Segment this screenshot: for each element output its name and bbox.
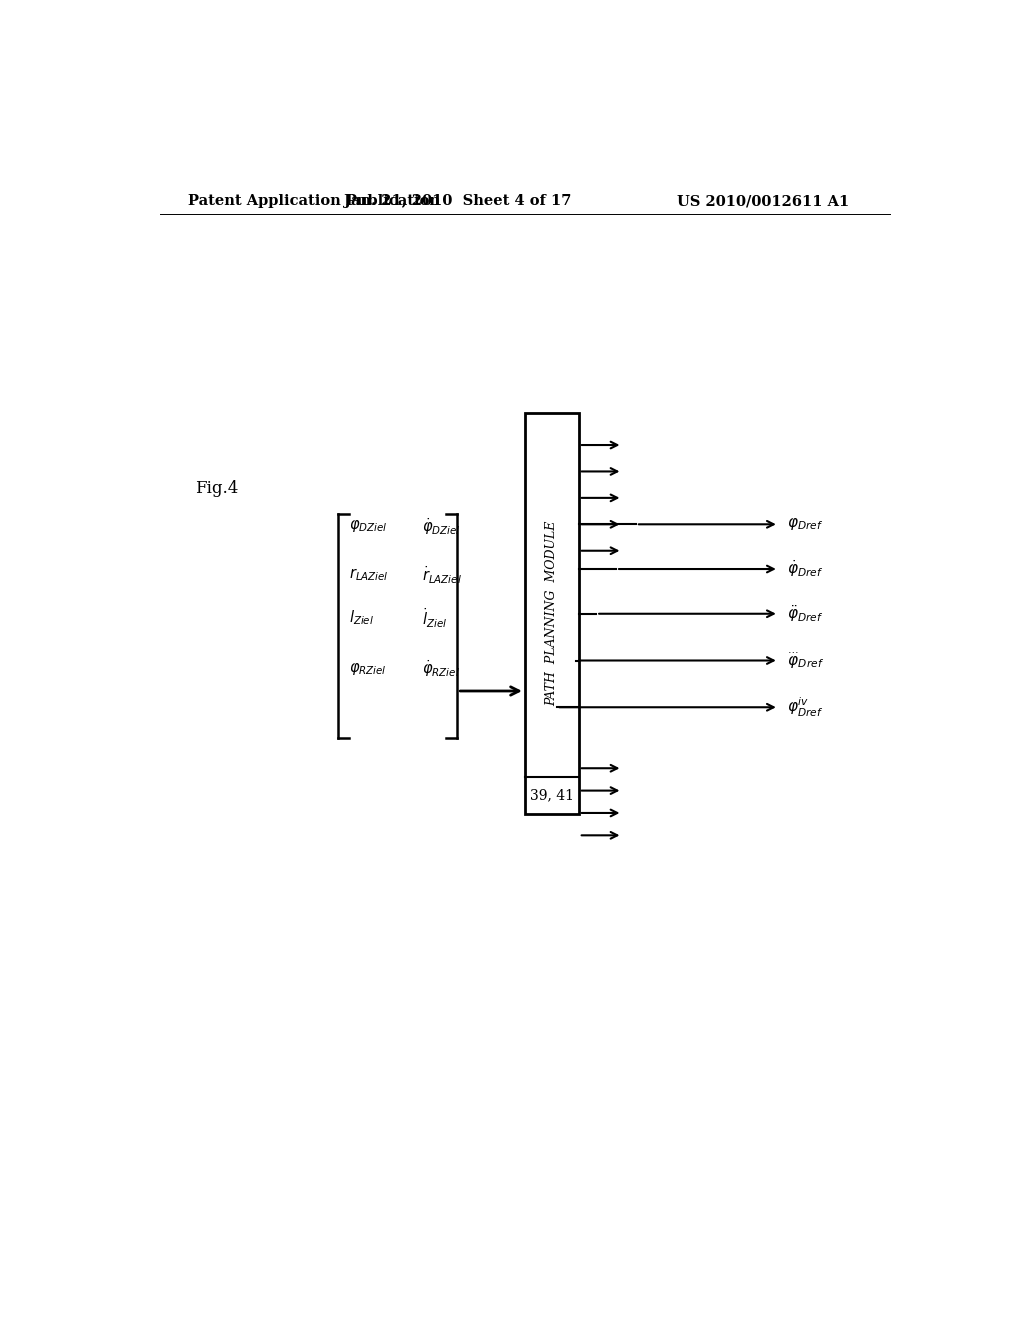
Text: $r_{LAZiel}$: $r_{LAZiel}$	[348, 566, 388, 583]
Text: $\dot{\varphi}_{Dref}$: $\dot{\varphi}_{Dref}$	[786, 558, 823, 579]
Text: $\varphi_{Dref}$: $\varphi_{Dref}$	[786, 516, 823, 532]
Text: $\dot{l}_{Ziel}$: $\dot{l}_{Ziel}$	[422, 606, 446, 630]
Text: $\dot{\varphi}_{DZiel}$: $\dot{\varphi}_{DZiel}$	[422, 516, 460, 537]
Text: $\overset{\ldots}{\varphi}_{Dref}$: $\overset{\ldots}{\varphi}_{Dref}$	[786, 651, 823, 671]
Text: $\varphi_{RZiel}$: $\varphi_{RZiel}$	[348, 660, 386, 677]
Text: PATH  PLANNING  MODULE: PATH PLANNING MODULE	[546, 520, 558, 706]
Text: Jan. 21, 2010  Sheet 4 of 17: Jan. 21, 2010 Sheet 4 of 17	[344, 194, 571, 209]
Text: $\dot{\varphi}_{RZiel}$: $\dot{\varphi}_{RZiel}$	[422, 659, 460, 678]
Bar	[524, 413, 579, 814]
Text: $\ddot{\varphi}_{Dref}$: $\ddot{\varphi}_{Dref}$	[786, 603, 823, 624]
Text: US 2010/0012611 A1: US 2010/0012611 A1	[677, 194, 849, 209]
Text: $\varphi^{iv}_{Dref}$: $\varphi^{iv}_{Dref}$	[786, 696, 823, 719]
Text: Patent Application Publication: Patent Application Publication	[187, 194, 439, 209]
Text: $\dot{r}_{LAZiel}$: $\dot{r}_{LAZiel}$	[422, 565, 462, 586]
Text: 39, 41: 39, 41	[529, 788, 573, 803]
Text: $\varphi_{DZiel}$: $\varphi_{DZiel}$	[348, 519, 387, 535]
Text: $l_{Ziel}$: $l_{Ziel}$	[348, 609, 374, 627]
Text: Fig.4: Fig.4	[196, 480, 239, 498]
